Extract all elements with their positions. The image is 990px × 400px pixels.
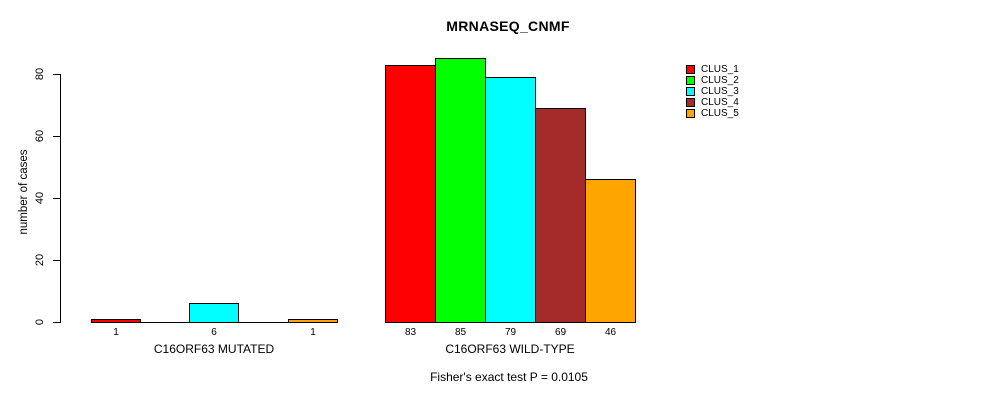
bar-clus_2-wildtype — [435, 58, 486, 323]
legend-swatch-clus_1 — [686, 65, 695, 74]
legend-item-clus_3: CLUS_3 — [686, 86, 739, 97]
legend-swatch-clus_4 — [686, 98, 695, 107]
legend-label: CLUS_3 — [701, 86, 739, 97]
legend-item-clus_1: CLUS_1 — [686, 64, 739, 75]
legend-swatch-clus_3 — [686, 87, 695, 96]
legend-label: CLUS_2 — [701, 75, 739, 86]
group-label-wildtype: C16ORF63 WILD-TYPE — [445, 342, 575, 356]
bar-value-label: 69 — [554, 327, 567, 338]
bar-clus_1-wildtype — [385, 65, 436, 323]
bar-clus_3-wildtype — [485, 77, 536, 323]
legend-label: CLUS_4 — [701, 97, 739, 108]
bar-clus_1-mutated — [91, 319, 141, 323]
bar-value-label: 1 — [113, 327, 119, 338]
y-axis-tick — [53, 198, 60, 199]
bar-value-label: 83 — [404, 327, 417, 338]
bar-value-label: 1 — [310, 327, 316, 338]
bar-clus_5-mutated — [288, 319, 338, 323]
bar-clus_4-wildtype — [535, 108, 586, 323]
chart-title: MRNASEQ_CNMF — [446, 18, 570, 34]
legend-item-clus_4: CLUS_4 — [686, 97, 739, 108]
y-axis-tick — [53, 260, 60, 261]
fisher-test-annotation: Fisher's exact test P = 0.0105 — [430, 370, 588, 384]
legend-swatch-clus_2 — [686, 76, 695, 85]
legend-swatch-clus_5 — [686, 109, 695, 118]
y-axis-tick — [53, 136, 60, 137]
y-tick-label: 60 — [34, 129, 46, 143]
bar-clus_5-wildtype — [585, 179, 636, 323]
legend-item-clus_5: CLUS_5 — [686, 108, 739, 119]
bar-value-label: 46 — [604, 327, 617, 338]
y-axis-tick — [53, 322, 60, 323]
y-tick-label: 40 — [34, 191, 46, 205]
y-tick-label: 80 — [34, 67, 46, 81]
bar-clus_3-mutated — [189, 303, 239, 323]
bar-value-label: 6 — [211, 327, 217, 338]
bar-value-label: 79 — [504, 327, 517, 338]
y-axis-label: number of cases — [18, 149, 30, 235]
legend-item-clus_2: CLUS_2 — [686, 75, 739, 86]
y-tick-label: 20 — [34, 253, 46, 267]
legend-label: CLUS_1 — [701, 64, 739, 75]
legend-label: CLUS_5 — [701, 108, 739, 119]
bar-value-label: 85 — [454, 327, 467, 338]
y-axis-tick — [53, 74, 60, 75]
y-axis-line — [60, 74, 61, 323]
y-tick-label: 0 — [34, 318, 46, 326]
group-label-mutated: C16ORF63 MUTATED — [153, 342, 275, 356]
legend: CLUS_1 CLUS_2 CLUS_3 CLUS_4 CLUS_5 — [686, 64, 739, 119]
